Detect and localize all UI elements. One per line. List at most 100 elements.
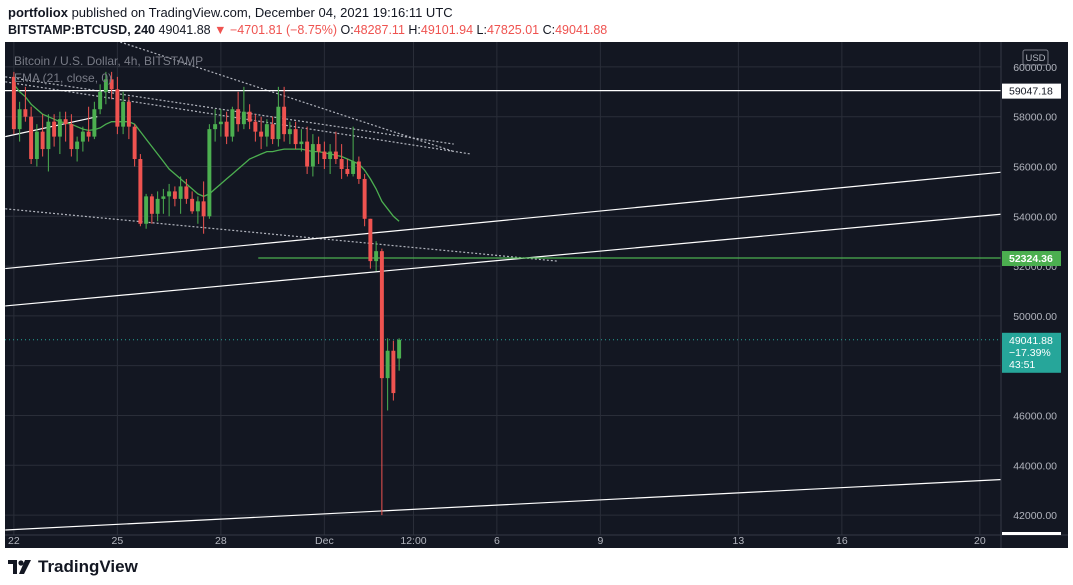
candle-body — [103, 79, 108, 92]
candle-body — [287, 129, 292, 135]
high-value: 49101.94 — [420, 23, 474, 37]
trendline — [5, 116, 98, 138]
candle-body — [149, 196, 154, 214]
candle-body — [299, 141, 304, 145]
x-tick-label: Dec — [315, 535, 334, 547]
x-tick-label: 6 — [494, 535, 500, 547]
high-label: H: — [408, 23, 421, 37]
price-axis-bg — [1001, 42, 1068, 535]
trendline — [5, 206, 1073, 307]
trendline — [120, 41, 454, 153]
candle-body — [270, 124, 275, 140]
bottom-marker — [1002, 532, 1061, 535]
candle-body — [195, 201, 200, 212]
candle-body — [167, 191, 172, 197]
candle-body — [362, 178, 367, 219]
y-tick-label: 54000.00 — [1013, 211, 1057, 223]
change-arrow: ▼ — [214, 23, 227, 37]
candle-body — [213, 124, 218, 130]
last-price: 49041.88 — [158, 23, 211, 37]
trendline — [5, 81, 472, 155]
candle-body — [385, 350, 390, 379]
candle-body — [190, 198, 195, 212]
x-tick-label: 9 — [597, 535, 603, 547]
candle-body — [236, 109, 241, 125]
y-tick-label: 42000.00 — [1013, 510, 1057, 522]
candle-body — [23, 109, 28, 117]
candle-body — [109, 79, 114, 90]
candle-body — [80, 131, 85, 142]
publish-info: portfoliox published on TradingView.com,… — [8, 5, 453, 20]
candle-body — [115, 89, 120, 127]
candle-body — [230, 109, 235, 137]
ohlc-header: BITSTAMP:BTCUSD, 240 49041.88 ▼ −4701.81… — [8, 23, 607, 37]
candle-body — [293, 129, 298, 145]
candle-body — [201, 201, 206, 217]
candle-body — [29, 116, 34, 160]
candle-body — [379, 251, 384, 379]
candle-body — [34, 131, 39, 160]
last-price-tag-text: 49041.88 — [1009, 335, 1053, 347]
indicator-legend[interactable]: EMA (21, close, 0) — [14, 71, 113, 85]
candle-body — [322, 151, 327, 160]
candle-body — [161, 196, 166, 199]
candle-body — [75, 141, 80, 150]
candle-body — [69, 124, 74, 150]
x-tick-label: 12:00 — [400, 535, 426, 547]
tradingview-logo-icon — [8, 560, 31, 574]
y-tick-label: 60000.00 — [1013, 62, 1057, 74]
open-label: O: — [340, 23, 354, 37]
candle-body — [46, 121, 51, 150]
candle-body — [155, 198, 160, 214]
chart-area[interactable]: 60000.00 58000.00 56000.00 54000.00 52000.00… — [5, 41, 1073, 548]
trendline — [5, 475, 1073, 531]
trendlines — [5, 41, 1073, 531]
close-label: C: — [542, 23, 556, 37]
horizontal-levels — [5, 90, 1001, 341]
y-tick-label: 44000.00 — [1013, 460, 1057, 472]
y-tick-label: 58000.00 — [1013, 112, 1057, 124]
candle-body — [184, 186, 189, 199]
series-title: Bitcoin / U.S. Dollar, 4h, BITSTAMP — [14, 54, 204, 68]
candle-body — [339, 159, 344, 169]
candle-body — [356, 161, 361, 179]
level-tag-green-text: 52324.36 — [1009, 253, 1053, 265]
candle-body — [218, 121, 223, 125]
author-name[interactable]: portfoliox — [8, 5, 68, 20]
price-chart[interactable]: 60000.0058000.0056000.0054000.0052000.00… — [5, 41, 1073, 548]
candle-body — [391, 350, 396, 394]
currency-badge-text: USD — [1025, 53, 1045, 64]
low-label: L: — [476, 23, 487, 37]
price-labels: 59047.18 52324.36 49041.88−17.39%43:51 — [1002, 83, 1061, 535]
candle-body — [351, 161, 356, 174]
x-tick-label: 28 — [215, 535, 227, 547]
candle-body — [310, 144, 315, 167]
y-tick-label: 50000.00 — [1013, 311, 1057, 323]
candle-body — [305, 141, 310, 167]
candle-body — [333, 151, 338, 160]
symbol-label: BITSTAMP:BTCUSD, 240 — [8, 23, 156, 37]
candle-body — [253, 121, 258, 132]
candle-body — [126, 101, 131, 127]
candle-body — [397, 339, 402, 359]
footer: TradingView — [8, 556, 138, 578]
level-tag-green — [1002, 251, 1061, 267]
candle-body — [172, 191, 177, 199]
trendline — [5, 76, 454, 145]
candle-body — [52, 121, 57, 137]
x-tick-label: 20 — [974, 535, 986, 547]
candle-body — [374, 251, 379, 262]
published-text: published on TradingView.com, December 0… — [71, 5, 453, 20]
grid-lines — [5, 42, 1001, 535]
candle-body — [40, 131, 45, 150]
candle-body — [247, 111, 252, 122]
candles — [11, 71, 402, 516]
candle-body — [17, 109, 22, 130]
y-tick-label: 56000.00 — [1013, 161, 1057, 173]
trendline — [5, 164, 1073, 270]
candle-body — [92, 109, 97, 137]
last-price-tag — [1002, 332, 1061, 373]
candle-body — [98, 91, 103, 110]
x-tick-label: 13 — [733, 535, 745, 547]
